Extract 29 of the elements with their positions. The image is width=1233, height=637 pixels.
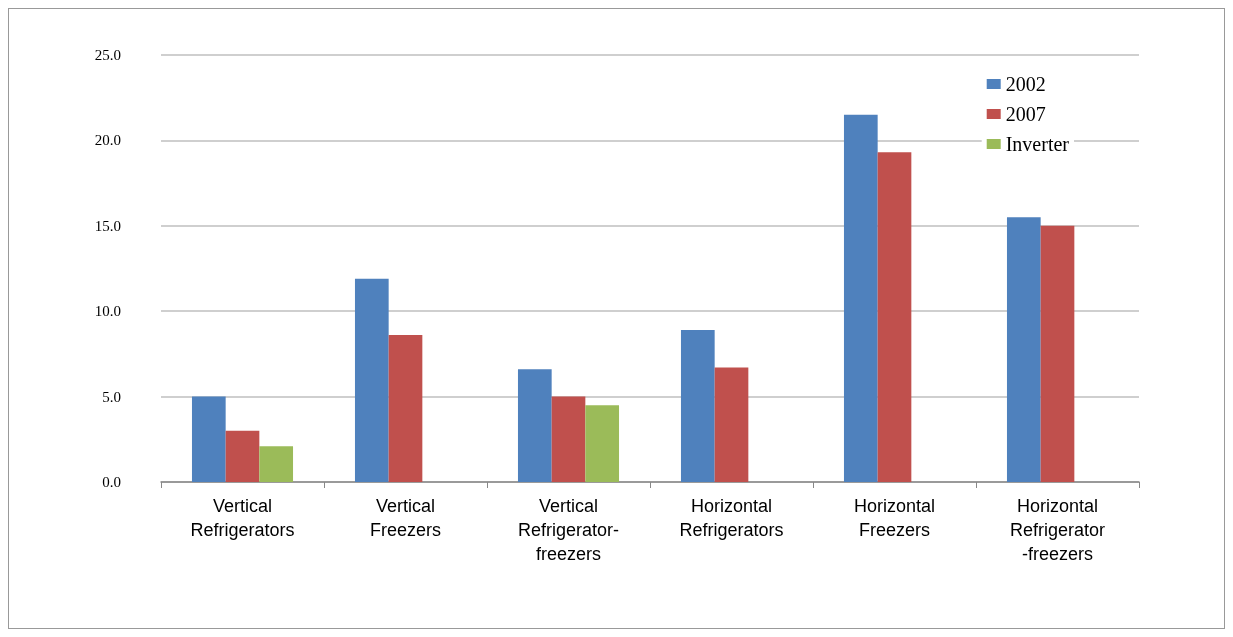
- bar: [551, 396, 586, 482]
- x-tick-label: Vertical Refrigerators: [190, 496, 295, 540]
- bar: [259, 446, 294, 482]
- legend-label: 2007: [1005, 103, 1046, 125]
- bar: [585, 405, 620, 482]
- bar: [877, 152, 912, 482]
- bar: [843, 114, 878, 482]
- bar: [388, 335, 423, 482]
- bar: [354, 278, 389, 482]
- bar: [714, 367, 749, 482]
- y-tick-label: 25.0: [94, 47, 121, 63]
- legend-label: 2002: [1005, 73, 1046, 95]
- x-tick-label: Horizontal Refrigerators: [679, 496, 784, 540]
- x-tick-label: Horizontal Refrigerator -freezers: [1009, 496, 1106, 564]
- x-tick-label: Horizontal Freezers: [853, 496, 936, 540]
- bar: [225, 430, 260, 482]
- bar: [517, 369, 552, 482]
- bar: [680, 329, 715, 482]
- y-tick-label: 0.0: [102, 474, 121, 490]
- y-tick-label: 5.0: [102, 388, 121, 405]
- y-tick-label: 15.0: [94, 217, 121, 234]
- y-tick-label: 20.0: [94, 132, 121, 149]
- bar: [191, 396, 226, 482]
- legend-label: Inverter: [1005, 133, 1070, 155]
- x-tick-label: Vertical Refrigerator- freezers: [517, 496, 620, 564]
- bar: [1006, 217, 1041, 482]
- x-tick-label: Vertical Freezers: [369, 496, 442, 540]
- bar: [1040, 225, 1075, 482]
- y-tick-label: 10.0: [94, 303, 121, 320]
